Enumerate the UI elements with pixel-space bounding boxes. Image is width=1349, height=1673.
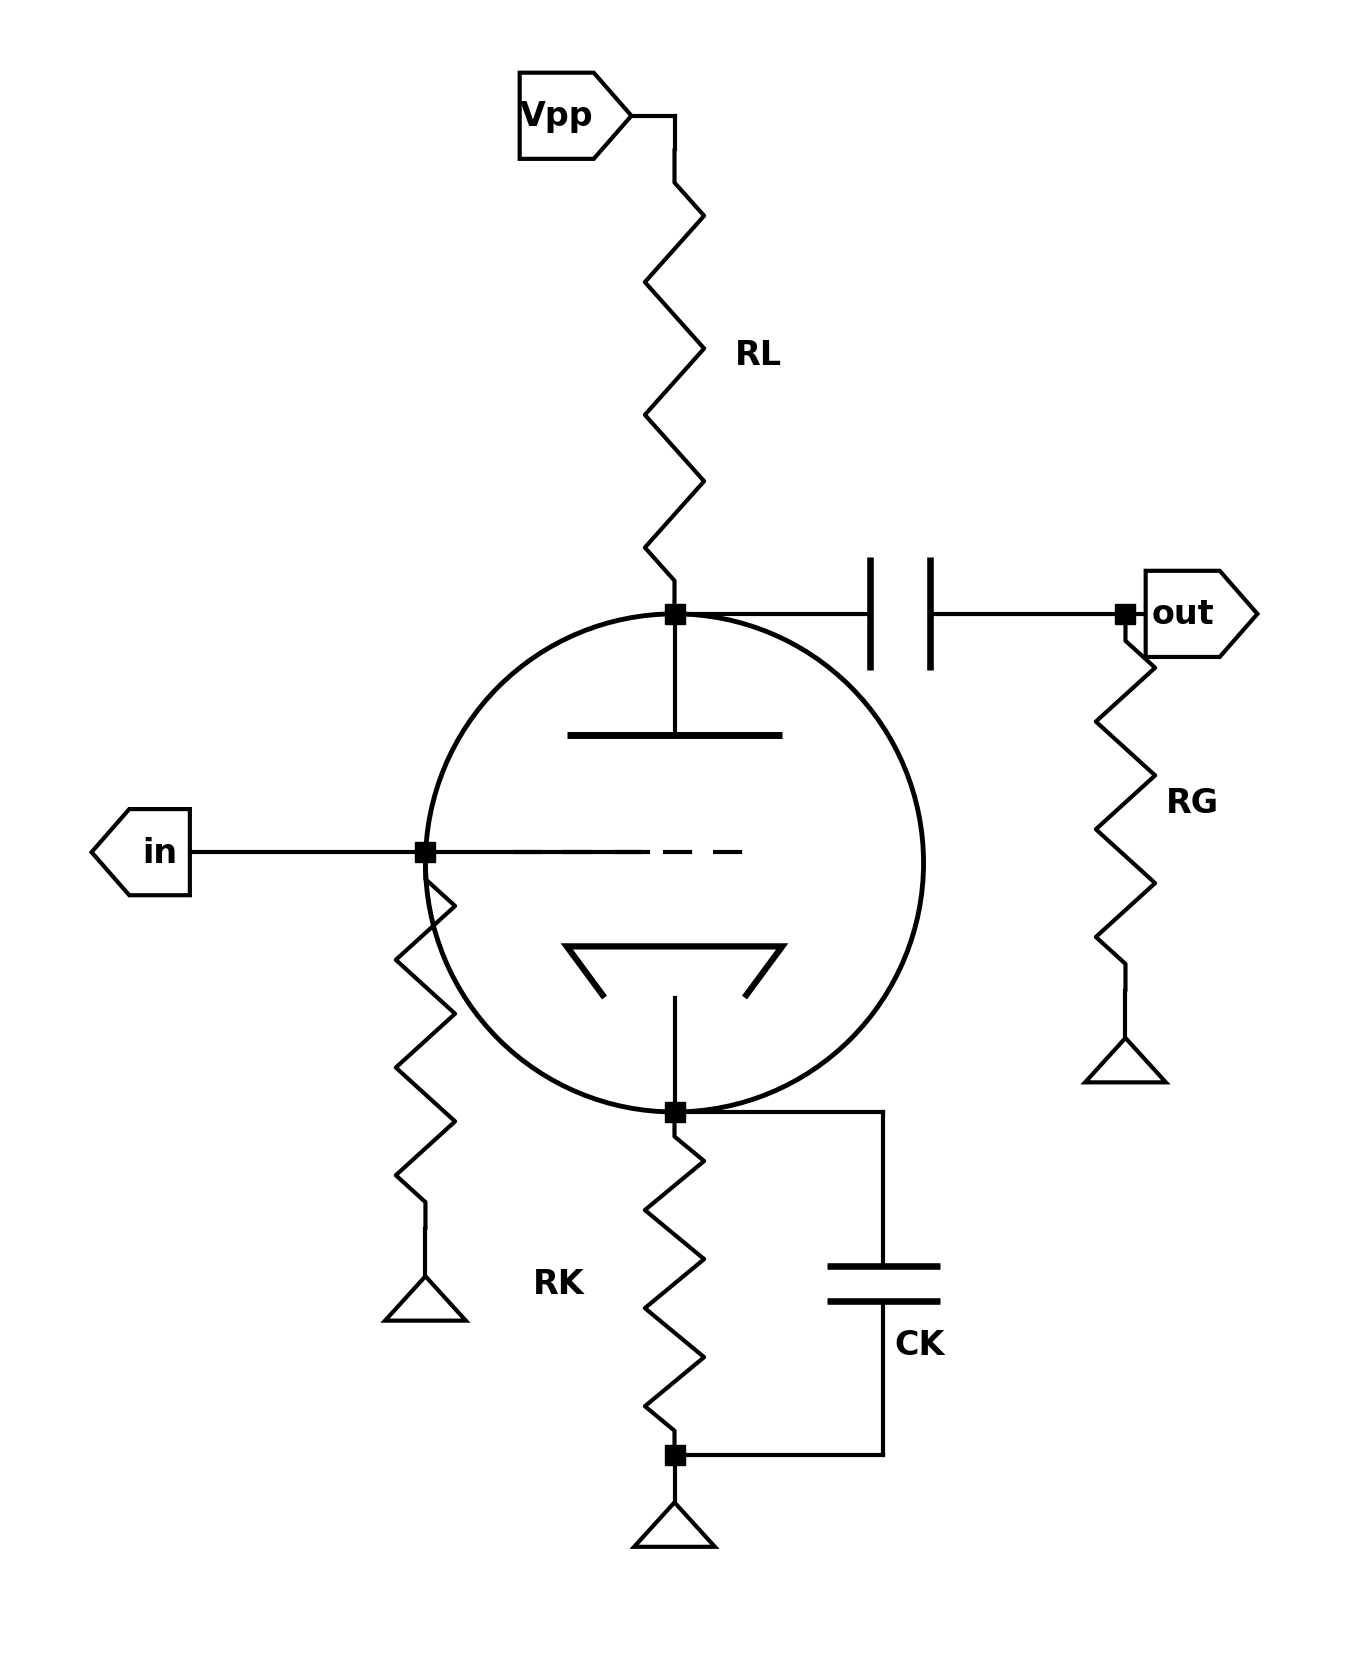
Polygon shape bbox=[92, 810, 190, 895]
Text: RK: RK bbox=[533, 1268, 584, 1300]
Text: out: out bbox=[1152, 597, 1214, 631]
Text: CK: CK bbox=[894, 1328, 944, 1360]
Text: RL: RL bbox=[735, 340, 782, 371]
Text: RG: RG bbox=[1166, 786, 1219, 820]
Text: Vpp: Vpp bbox=[519, 100, 594, 134]
Polygon shape bbox=[519, 74, 631, 159]
Polygon shape bbox=[1145, 572, 1257, 657]
Text: in: in bbox=[142, 836, 177, 870]
